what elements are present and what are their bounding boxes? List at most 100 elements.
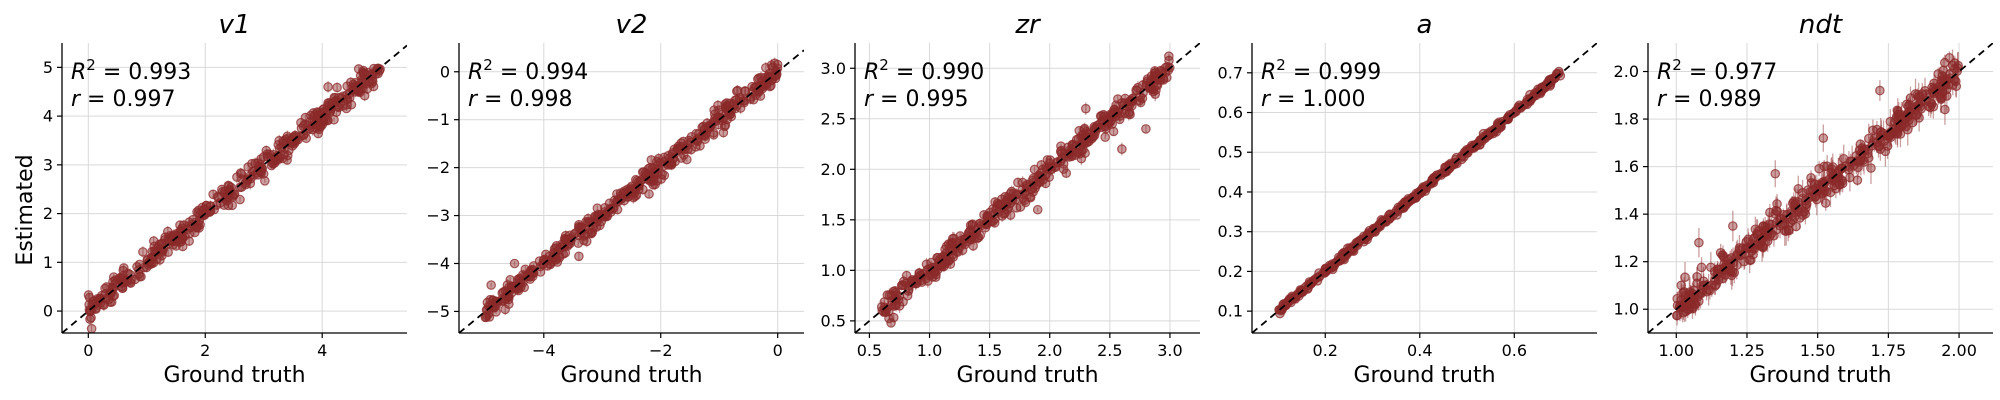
y-tick-label: 1 bbox=[43, 253, 53, 272]
data-point bbox=[1005, 210, 1016, 220]
data-point bbox=[1032, 204, 1043, 215]
x-tick-label: −4 bbox=[532, 341, 556, 360]
y-tick-label: 0 bbox=[43, 302, 53, 321]
data-point bbox=[1034, 177, 1044, 187]
data-point bbox=[573, 238, 584, 249]
y-tick-label: 0.4 bbox=[1218, 182, 1243, 201]
x-tick-label: 0.2 bbox=[1313, 341, 1338, 360]
panel-zr: 0.5 1.0 1.5 2.0 2.5 3.0 0.5 1.0 1.5 2.0 2.5 3.0 zr R2… bbox=[821, 10, 1200, 388]
data-point bbox=[1125, 109, 1135, 120]
data-point bbox=[268, 155, 279, 166]
data-point bbox=[957, 245, 968, 256]
data-point bbox=[1085, 132, 1095, 142]
data-point bbox=[1799, 206, 1810, 217]
x-tick-label: 1.5 bbox=[977, 341, 1002, 360]
r-squared-annotation: R2 = 0.999 bbox=[1261, 56, 1381, 85]
data-point bbox=[1312, 276, 1323, 286]
y-tick-label: −4 bbox=[426, 254, 450, 273]
data-point bbox=[1275, 308, 1285, 319]
data-point bbox=[273, 140, 284, 150]
identity-line bbox=[1648, 43, 1993, 333]
data-point bbox=[341, 103, 352, 114]
data-point bbox=[502, 280, 513, 290]
data-point bbox=[138, 247, 148, 257]
data-point bbox=[358, 67, 368, 78]
data-point bbox=[296, 117, 306, 128]
r-annotation: r = 0.997 bbox=[71, 87, 175, 112]
data-point bbox=[1872, 124, 1882, 135]
data-point bbox=[1672, 310, 1682, 321]
data-point bbox=[336, 93, 347, 103]
data-point bbox=[609, 195, 620, 206]
r-squared-annotation: R2 = 0.977 bbox=[1657, 56, 1777, 85]
data-point bbox=[1726, 270, 1737, 281]
x-tick-label: 0 bbox=[83, 341, 93, 360]
data-point bbox=[644, 189, 654, 199]
data-point bbox=[1138, 87, 1148, 98]
data-point bbox=[576, 222, 586, 232]
x-tick-label: 1.50 bbox=[1800, 341, 1836, 360]
data-point bbox=[1715, 248, 1726, 258]
data-point bbox=[1787, 198, 1798, 209]
data-point bbox=[1400, 200, 1411, 211]
data-point bbox=[192, 207, 202, 217]
data-point bbox=[1079, 125, 1090, 135]
data-point bbox=[282, 155, 292, 165]
data-point bbox=[901, 270, 912, 281]
data-point bbox=[148, 257, 159, 268]
data-point bbox=[88, 296, 98, 307]
data-point bbox=[1904, 99, 1915, 110]
x-tick-label: 4 bbox=[317, 341, 327, 360]
data-point bbox=[1070, 150, 1080, 161]
data-point bbox=[1061, 168, 1072, 179]
data-point bbox=[1838, 153, 1849, 164]
data-point bbox=[888, 312, 899, 323]
data-point bbox=[227, 200, 238, 211]
data-point bbox=[1747, 239, 1757, 249]
data-point bbox=[205, 205, 216, 216]
y-tick-label: 5 bbox=[43, 58, 53, 77]
y-tick-label: 1.2 bbox=[1614, 252, 1639, 271]
data-point bbox=[1525, 96, 1535, 107]
r-squared-annotation: R2 = 0.993 bbox=[71, 56, 191, 85]
data-point bbox=[1820, 198, 1831, 208]
data-point bbox=[1078, 144, 1088, 155]
panel-ndt: 1.00 1.25 1.50 1.75 2.00 1.0 1.2 1.4 1.6 1.8 2.0 nd… bbox=[1614, 10, 1993, 388]
data-point bbox=[766, 80, 776, 91]
data-point bbox=[485, 294, 496, 305]
data-point bbox=[728, 99, 738, 109]
y-tick-label: 0 bbox=[440, 62, 450, 81]
data-point bbox=[1744, 255, 1755, 266]
data-point bbox=[1701, 280, 1712, 290]
x-tick-label: 2 bbox=[200, 341, 210, 360]
y-tick-label: 0.7 bbox=[1218, 63, 1243, 82]
data-point bbox=[1814, 163, 1824, 174]
data-point bbox=[1787, 215, 1798, 225]
identity-line bbox=[459, 49, 804, 333]
data-point bbox=[235, 194, 245, 205]
panel-title: ndt bbox=[1799, 10, 1843, 40]
r-squared-annotation: R2 = 0.990 bbox=[864, 56, 984, 85]
data-point bbox=[1897, 115, 1908, 126]
data-point bbox=[1721, 259, 1732, 270]
data-point bbox=[1880, 146, 1891, 157]
y-tick-label: 0.2 bbox=[1218, 262, 1243, 281]
data-point bbox=[949, 233, 959, 244]
data-point bbox=[1098, 109, 1109, 120]
data-point bbox=[367, 78, 377, 89]
x-tick-label: 2.00 bbox=[1941, 341, 1977, 360]
data-point bbox=[618, 187, 629, 198]
y-tick-label: −1 bbox=[426, 110, 450, 129]
data-point bbox=[1122, 101, 1132, 112]
data-point bbox=[1081, 103, 1091, 114]
y-tick-label: 2.0 bbox=[1614, 62, 1639, 81]
identity-line bbox=[62, 44, 407, 333]
data-point bbox=[1476, 135, 1486, 145]
data-point bbox=[980, 222, 991, 233]
y-tick-label: 0.1 bbox=[1218, 302, 1243, 321]
data-point bbox=[963, 228, 974, 238]
data-point bbox=[1554, 68, 1564, 79]
